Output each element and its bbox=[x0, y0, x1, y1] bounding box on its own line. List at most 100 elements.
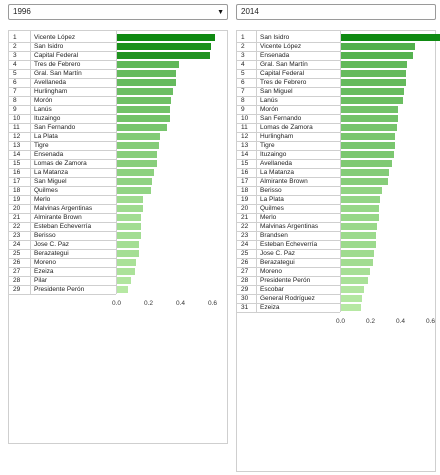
value-bar bbox=[117, 115, 170, 122]
table-row: 9 Lanús bbox=[9, 105, 227, 114]
value-bar bbox=[341, 232, 376, 239]
row-divider bbox=[237, 177, 340, 178]
row-divider bbox=[237, 96, 340, 97]
rank-cell: 8 bbox=[241, 97, 245, 104]
rank-cell: 25 bbox=[241, 250, 249, 257]
year-select-right-value: 2014 bbox=[241, 7, 259, 16]
row-divider bbox=[9, 105, 116, 106]
municipality-name: Quilmes bbox=[260, 205, 284, 212]
value-bar bbox=[341, 169, 389, 176]
table-row: 8 Morón bbox=[9, 96, 227, 105]
municipality-name: Lomas de Zamora bbox=[34, 160, 87, 167]
row-divider bbox=[9, 141, 116, 142]
table-row: 15 Lomas de Zamora bbox=[9, 159, 227, 168]
axis-tick-label: 0.4 bbox=[396, 318, 406, 325]
rank-cell: 21 bbox=[13, 214, 21, 221]
year-select-left-value: 1996 bbox=[13, 7, 31, 16]
value-bar bbox=[341, 88, 404, 95]
municipality-name: La Plata bbox=[34, 133, 58, 140]
rank-cell: 19 bbox=[241, 196, 249, 203]
municipality-name: Vicente López bbox=[34, 34, 76, 41]
municipality-name: Capital Federal bbox=[260, 70, 305, 77]
table-row: 30 General Rodríguez bbox=[237, 294, 435, 303]
table-row: 3 Capital Federal bbox=[9, 51, 227, 60]
year-select-right[interactable]: 2014 bbox=[236, 4, 436, 20]
chevron-down-icon: ▼ bbox=[217, 9, 224, 16]
table-row: 9 Morón bbox=[237, 105, 435, 114]
row-divider bbox=[9, 267, 116, 268]
row-divider bbox=[9, 294, 116, 295]
value-bar bbox=[341, 43, 415, 50]
table-row: 22 Esteban Echeverría bbox=[9, 222, 227, 231]
value-bar bbox=[341, 115, 398, 122]
row-divider bbox=[9, 87, 116, 88]
value-bar bbox=[341, 286, 364, 293]
rank-cell: 7 bbox=[13, 88, 17, 95]
municipality-name: Almirante Brown bbox=[34, 214, 82, 221]
value-bar bbox=[117, 259, 137, 266]
rank-cell: 13 bbox=[241, 142, 249, 149]
municipality-name: Merlo bbox=[34, 196, 51, 203]
table-row: 13 Tigre bbox=[237, 141, 435, 150]
value-bar bbox=[117, 106, 170, 113]
row-divider bbox=[9, 60, 116, 61]
rank-cell: 12 bbox=[13, 133, 21, 140]
table-row: 26 Berazategui bbox=[237, 258, 435, 267]
value-bar bbox=[117, 79, 177, 86]
table-row: 4 Tres de Febrero bbox=[9, 60, 227, 69]
ranking-table-right: 1 San Isidro 2 Vicente López 3 Ensenada 4 Gral.… bbox=[236, 30, 440, 472]
value-bar bbox=[117, 178, 153, 185]
table-row: 19 La Plata bbox=[237, 195, 435, 204]
row-divider bbox=[237, 141, 340, 142]
municipality-name: Presidente Perón bbox=[34, 286, 85, 293]
municipality-name: Moreno bbox=[260, 268, 283, 275]
table-row: 26 Moreno bbox=[9, 258, 227, 267]
table-row: 10 Ituzaingo bbox=[9, 114, 227, 123]
municipality-name: Tres de Febrero bbox=[34, 61, 81, 68]
axis-tick-label: 0.0 bbox=[336, 318, 346, 325]
value-bar bbox=[117, 214, 141, 221]
value-bar bbox=[341, 196, 380, 203]
municipality-name: La Plata bbox=[260, 196, 284, 203]
year-select-left[interactable]: 1996 ▼ bbox=[8, 4, 228, 20]
ranking-table-left: 1 Vicente López 2 San Isidro 3 Capital Federa… bbox=[8, 30, 228, 444]
row-divider bbox=[237, 69, 340, 70]
table-row: 19 Merlo bbox=[9, 195, 227, 204]
municipality-name: Esteban Echeverría bbox=[260, 241, 318, 248]
row-divider bbox=[237, 267, 340, 268]
table-row: 24 Esteban Echeverría bbox=[237, 240, 435, 249]
row-divider bbox=[237, 195, 340, 196]
municipality-name: Lanús bbox=[260, 97, 278, 104]
municipality-name: Ensenada bbox=[260, 52, 290, 59]
value-bar bbox=[117, 187, 151, 194]
municipality-name: Quilmes bbox=[34, 187, 58, 194]
value-bar bbox=[117, 277, 132, 284]
table-column-divider bbox=[256, 31, 257, 312]
rank-cell: 3 bbox=[241, 52, 245, 59]
value-bar bbox=[341, 295, 362, 302]
municipality-name: Jose C. Paz bbox=[260, 250, 296, 257]
row-divider bbox=[9, 195, 116, 196]
table-row: 21 Merlo bbox=[237, 213, 435, 222]
axis-tick-label: 0.0 bbox=[112, 300, 122, 307]
table-row: 8 Lanús bbox=[237, 96, 435, 105]
row-divider bbox=[237, 240, 340, 241]
rank-cell: 15 bbox=[13, 160, 21, 167]
rank-cell: 25 bbox=[13, 250, 21, 257]
value-bar bbox=[117, 133, 161, 140]
value-bar bbox=[117, 196, 143, 203]
rank-cell: 2 bbox=[13, 43, 17, 50]
value-bar bbox=[117, 169, 154, 176]
row-divider bbox=[237, 105, 340, 106]
municipality-name: Tigre bbox=[34, 142, 49, 149]
table-row: 24 Jose C. Paz bbox=[9, 240, 227, 249]
value-bar bbox=[117, 151, 157, 158]
table-row: 27 Moreno bbox=[237, 267, 435, 276]
table-row: 1 Vicente López bbox=[9, 33, 227, 42]
rank-cell: 6 bbox=[241, 79, 245, 86]
municipality-name: Pilar bbox=[34, 277, 48, 284]
rank-cell: 17 bbox=[13, 178, 21, 185]
table-row: 15 Avellaneda bbox=[237, 159, 435, 168]
row-divider bbox=[9, 168, 116, 169]
value-bar bbox=[341, 133, 395, 140]
